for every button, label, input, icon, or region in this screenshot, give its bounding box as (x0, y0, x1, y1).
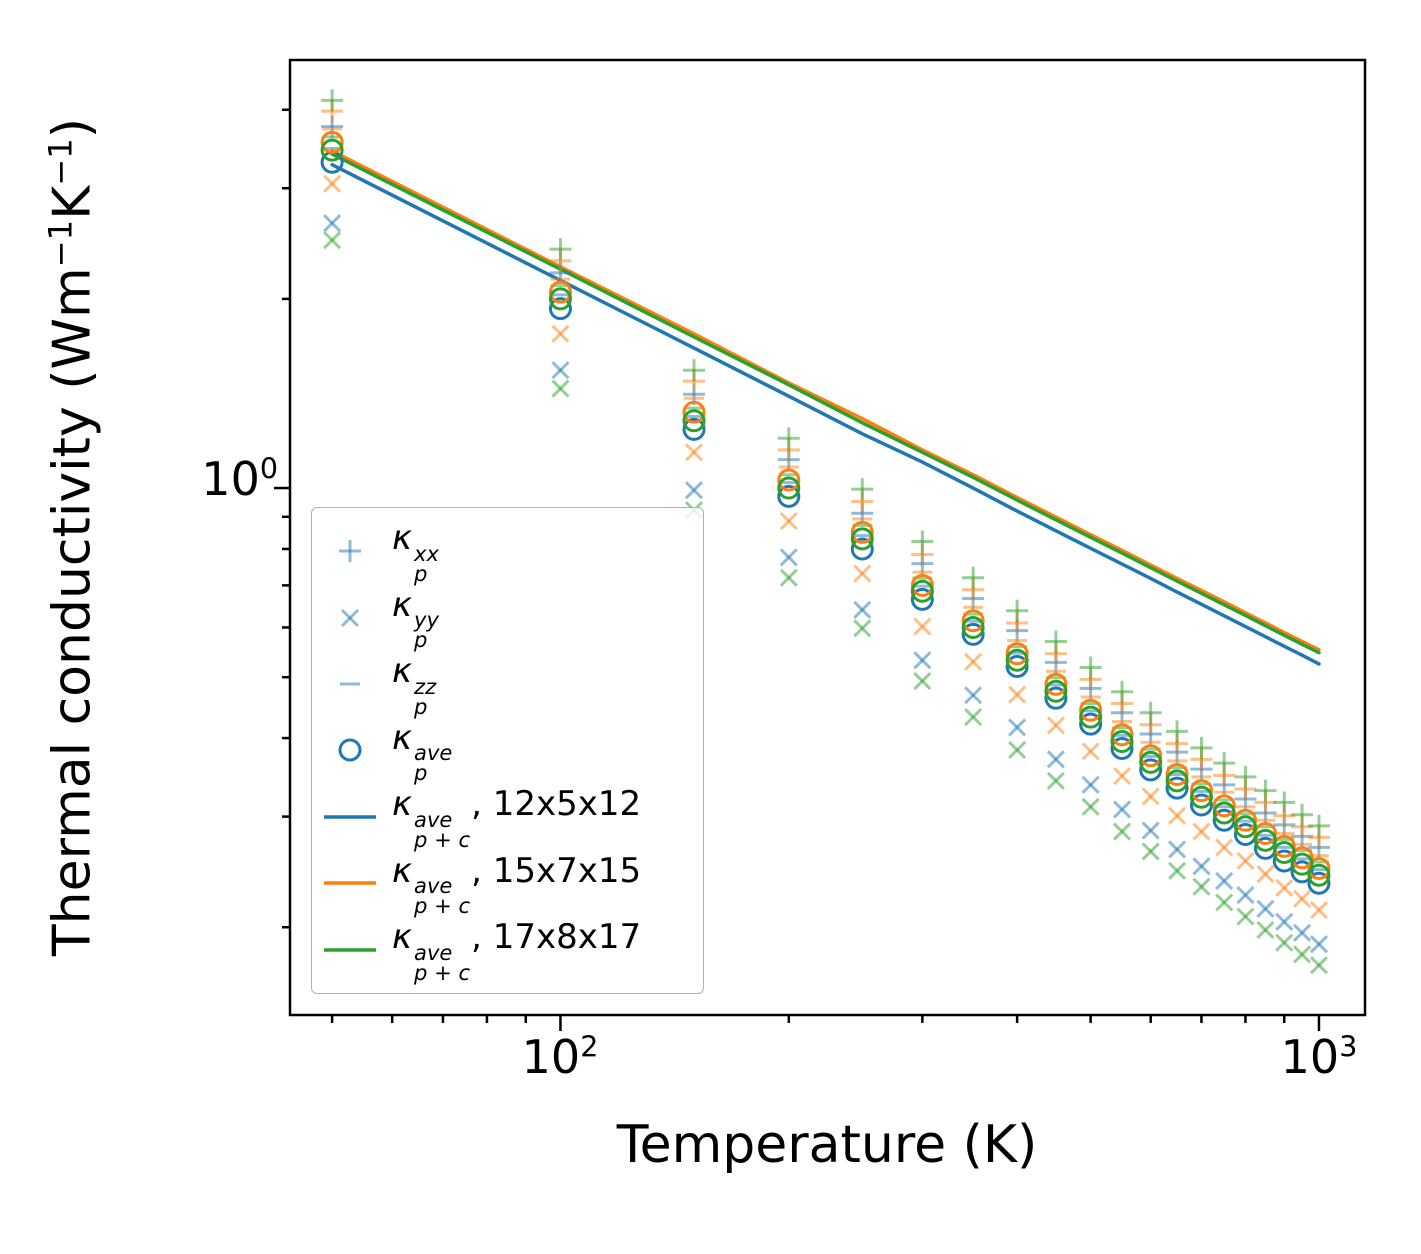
legend-item-kappa-pc-15x7x15: κ ave p + c, 15x7x15 (318, 851, 697, 916)
legend-item-kappa-p-yy: κ yy p (318, 585, 697, 650)
y-tick-label-1: 100 (201, 452, 278, 506)
orange-line-marker-icon (324, 881, 376, 886)
legend-item-kappa-p-zz: κ zz p (318, 651, 697, 717)
y-axis-label: Thermal conductivity (Wm−1K−1) (41, 117, 103, 957)
legend-item-kappa-p-xx: κ xx p (318, 518, 697, 584)
legend-item-kappa-pc-17x8x17: κ ave p + c, 17x8x17 (318, 917, 697, 983)
plus-marker-icon (339, 540, 361, 563)
x-axis-label-text: Temperature (K) (616, 1115, 1038, 1175)
x-axis-label: Temperature (K) (617, 1115, 1038, 1175)
x-tick-label-100: 102 (521, 1030, 599, 1084)
x-tick-label-1000: 103 (1280, 1030, 1358, 1084)
green-line-marker-icon (324, 947, 376, 952)
circle-marker-icon (338, 738, 362, 762)
x-marker-icon (340, 608, 360, 627)
legend: κ xx p κ yy p κ zz p κ ave p κ ave p + c, 12x5x12 … (311, 507, 704, 994)
legend-item-kappa-pc-12x5x12: κ ave p + c, 12x5x12 (318, 784, 697, 850)
legend-item-kappa-p-ave: κ ave p (318, 718, 697, 783)
dash-marker-icon (340, 682, 360, 686)
blue-line-marker-icon (324, 815, 376, 819)
